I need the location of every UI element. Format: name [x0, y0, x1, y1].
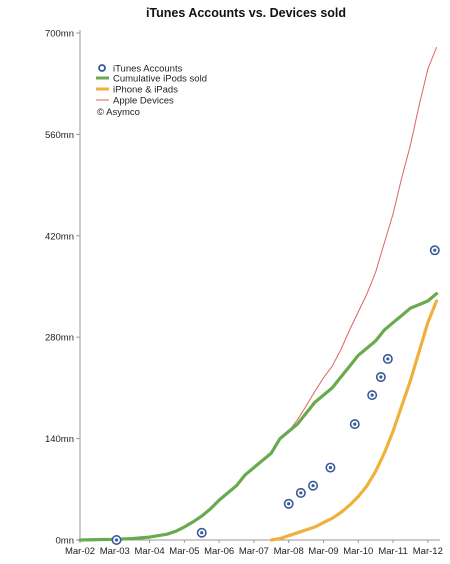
data-point-itunes-accounts [295, 487, 306, 498]
x-tick-label: Mar-09 [308, 546, 338, 557]
y-tick-label: 420mn [45, 231, 74, 242]
data-point-itunes-accounts [349, 419, 360, 430]
y-tick-label: 140mn [45, 434, 74, 445]
x-tick-label: Mar-11 [378, 546, 407, 557]
x-tick-label: Mar-02 [65, 546, 95, 557]
data-point-itunes-accounts [367, 390, 378, 401]
legend: iTunes Accounts Cumulative iPods sold iP… [96, 64, 207, 118]
series-line-cumulative-ipods-sold [78, 292, 439, 542]
plot-frame [79, 30, 440, 541]
y-axis-ticks: 0mn 140mn 280mn 420mn 560mn 700mn [45, 29, 80, 547]
x-tick-label: Mar-12 [413, 546, 443, 557]
data-point-itunes-accounts [308, 480, 319, 491]
legend-label-cumulative-ipods: Cumulative iPods sold [113, 74, 207, 85]
copyright-annotation: © Asymco [97, 107, 140, 118]
series-layer [78, 47, 440, 545]
x-tick-label: Mar-04 [135, 546, 165, 557]
series-line-iphone-ipads [269, 299, 439, 542]
data-point-itunes-accounts [111, 534, 122, 545]
y-tick-label: 560mn [45, 130, 74, 141]
legend-label-itunes-accounts: iTunes Accounts [113, 64, 183, 75]
data-point-itunes-accounts [429, 245, 440, 256]
y-tick-label: 0mn [56, 536, 74, 547]
chart-title: iTunes Accounts vs. Devices sold [146, 6, 346, 20]
series-line-apple-devices [279, 47, 437, 440]
data-point-itunes-accounts [196, 527, 207, 538]
x-tick-label: Mar-05 [169, 546, 199, 557]
x-tick-label: Mar-03 [100, 546, 130, 557]
data-point-itunes-accounts [375, 372, 386, 383]
x-tick-label: Mar-10 [343, 546, 373, 557]
x-tick-label: Mar-07 [239, 546, 269, 557]
y-tick-label: 700mn [45, 29, 74, 40]
data-point-itunes-accounts [382, 353, 393, 364]
x-tick-label: Mar-06 [204, 546, 234, 557]
x-tick-label: Mar-08 [274, 546, 304, 557]
legend-label-iphone-ipads: iPhone & iPads [113, 85, 178, 96]
x-axis-ticks: Mar-02 Mar-03 Mar-04 Mar-05 Mar-06 Mar-07 Mar-… [65, 540, 443, 557]
y-tick-label: 280mn [45, 333, 74, 344]
data-point-itunes-accounts [325, 462, 336, 473]
legend-marker-itunes-accounts [98, 64, 106, 72]
data-point-itunes-accounts [283, 498, 294, 509]
legend-label-apple-devices: Apple Devices [113, 96, 174, 107]
